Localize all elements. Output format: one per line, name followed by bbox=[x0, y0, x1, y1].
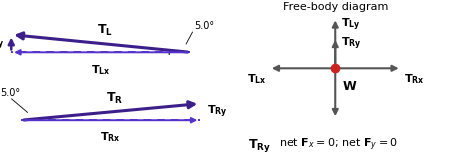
Text: $\mathbf{T_R}$: $\mathbf{T_R}$ bbox=[106, 91, 124, 106]
Text: $\mathbf{T_{Lx}}$: $\mathbf{T_{Lx}}$ bbox=[247, 72, 266, 86]
Text: $\mathbf{W}$: $\mathbf{W}$ bbox=[342, 80, 357, 93]
Text: $\mathbf{T_{Ly}}$: $\mathbf{T_{Ly}}$ bbox=[341, 17, 360, 33]
Text: Free-body diagram: Free-body diagram bbox=[283, 2, 388, 12]
Text: $\mathbf{T_{Ry}}$: $\mathbf{T_{Ry}}$ bbox=[207, 104, 227, 120]
Text: $\mathbf{T_{Rx}}$: $\mathbf{T_{Rx}}$ bbox=[100, 130, 121, 144]
Text: $\mathbf{T_L}$: $\mathbf{T_L}$ bbox=[97, 22, 113, 38]
Text: $\mathbf{T_{Lx}}$: $\mathbf{T_{Lx}}$ bbox=[91, 63, 111, 77]
Text: 5.0°: 5.0° bbox=[194, 21, 215, 31]
Text: 5.0°: 5.0° bbox=[0, 88, 20, 98]
Text: $\mathbf{T_{Rx}}$: $\mathbf{T_{Rx}}$ bbox=[404, 72, 425, 86]
Text: net $\mathbf{F}_x = 0$; net $\mathbf{F}_y = 0$: net $\mathbf{F}_x = 0$; net $\mathbf{F}_… bbox=[279, 137, 398, 153]
Text: $\mathbf{T_{Ry}}$: $\mathbf{T_{Ry}}$ bbox=[248, 137, 270, 154]
Text: $\mathbf{T_{Ry}}$: $\mathbf{T_{Ry}}$ bbox=[341, 36, 361, 52]
Text: $\mathbf{T_{Ly}}$: $\mathbf{T_{Ly}}$ bbox=[0, 35, 5, 52]
